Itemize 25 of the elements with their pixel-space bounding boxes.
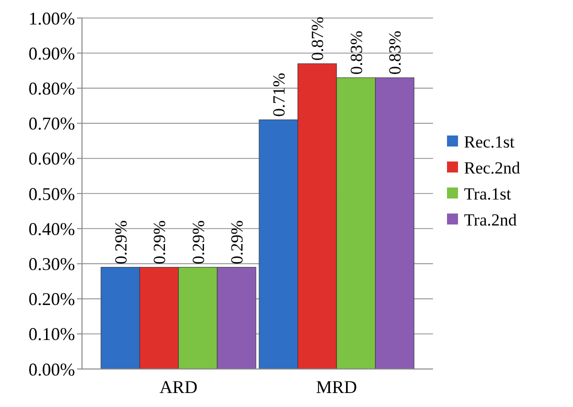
y-tick-label: 0.50% <box>28 184 75 204</box>
data-label: 0.29% <box>228 220 247 264</box>
y-tick-label: 0.40% <box>28 218 75 239</box>
y-tick-label: 1.00% <box>28 8 75 28</box>
y-tick-label: 0.30% <box>28 254 75 274</box>
data-label: 0.83% <box>346 30 366 75</box>
legend-label: Rec.1st <box>464 132 515 152</box>
legend-label: Tra.1st <box>464 184 512 204</box>
y-tick-label: 0.00% <box>28 359 75 380</box>
y-tick-label: 0.70% <box>28 114 75 134</box>
y-tick-label: 0.20% <box>28 289 75 310</box>
data-label: 0.71% <box>269 72 288 117</box>
data-label: 0.29% <box>111 220 130 264</box>
data-label: 0.29% <box>150 220 170 264</box>
y-tick-label: 0.80% <box>28 78 75 98</box>
legend-label: Rec.2nd <box>464 158 521 178</box>
data-label: 0.87% <box>308 16 328 61</box>
x-tick-label: ARD <box>159 377 198 397</box>
y-tick-label: 0.60% <box>28 148 75 169</box>
x-tick-label: MRD <box>316 377 358 397</box>
data-label: 0.29% <box>188 220 208 264</box>
data-label: 0.83% <box>386 30 405 75</box>
legend-label: Tra.2nd <box>464 210 518 230</box>
y-tick-label: 0.90% <box>28 43 75 64</box>
y-tick-label: 0.10% <box>28 324 75 344</box>
